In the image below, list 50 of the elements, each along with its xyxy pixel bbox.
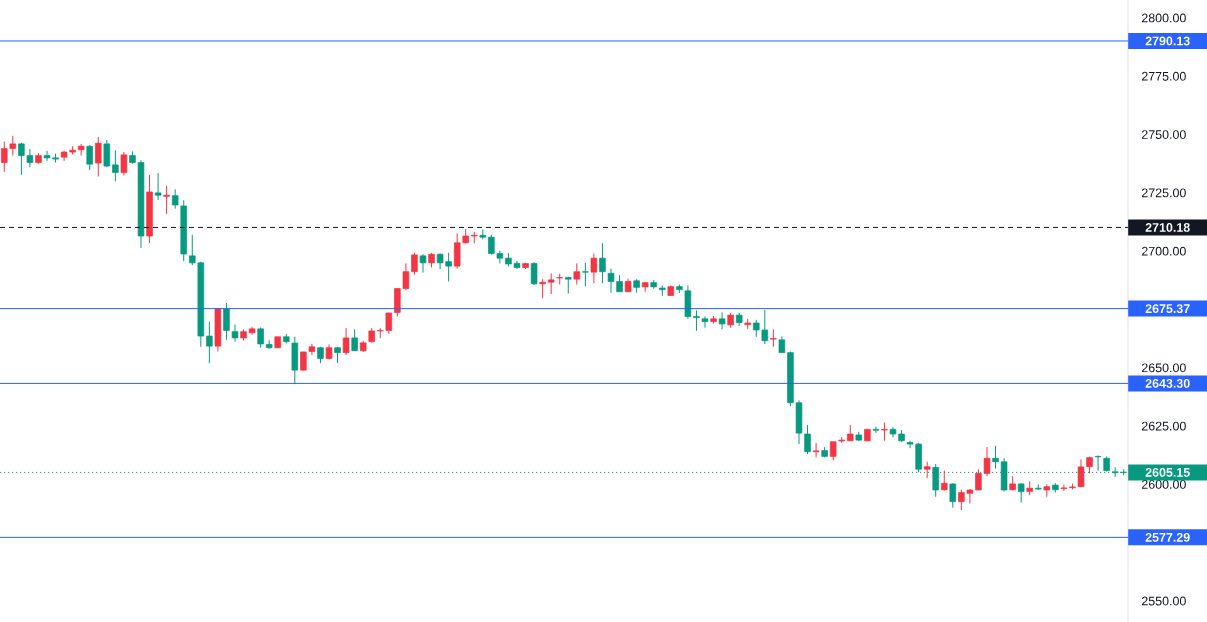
y-tick-label: 2800.00 [1141, 13, 1186, 23]
y-tick-label: 2700.00 [1141, 246, 1186, 256]
ref-line-label: 2577.29 [1145, 532, 1190, 542]
candlestick [231, 323, 239, 343]
ref-line-label: 2710.18 [1145, 223, 1190, 232]
candlestick [1060, 484, 1068, 492]
candlestick [351, 328, 358, 352]
candlestick [154, 172, 162, 201]
y-tick-label: 2725.00 [1141, 188, 1186, 198]
candlestick [693, 309, 700, 332]
ref-line-label: 2643.30 [1145, 379, 1190, 388]
ref-line-label: 2790.13 [1145, 36, 1190, 46]
candlestick [547, 272, 555, 295]
candlestick [206, 321, 213, 364]
candlestick [163, 185, 170, 215]
candlestick [530, 261, 538, 286]
y-tick-label: 2750.00 [1141, 130, 1186, 139]
candlestick [872, 426, 880, 434]
y-tick-label: 2650.00 [1141, 363, 1186, 373]
candlestick [812, 442, 820, 458]
candlestick [539, 278, 546, 299]
ref-line-label: 2675.37 [1145, 304, 1190, 314]
candlestick [419, 253, 427, 274]
candlestick [95, 136, 102, 178]
candlestick [411, 252, 418, 276]
candlestick [112, 149, 119, 182]
candlestick [599, 242, 606, 284]
candlestick [718, 312, 726, 330]
candlestick [223, 302, 230, 341]
candlestick [590, 253, 598, 284]
y-tick-label: 2625.00 [1141, 421, 1186, 431]
candlestick [86, 144, 93, 171]
candlestick [582, 262, 589, 287]
candlestick [770, 328, 777, 348]
candlestick [120, 151, 128, 176]
candlestick [1094, 454, 1102, 472]
candlestick [992, 445, 999, 470]
candlestick [573, 262, 581, 286]
candlestick [342, 327, 350, 356]
y-tick-label: 2775.00 [1141, 71, 1186, 81]
ref-line-label: 2605.15 [1145, 467, 1190, 477]
y-tick-label: 2600.00 [1141, 480, 1186, 489]
candlestick [949, 482, 957, 509]
candlestick [881, 422, 888, 442]
candlestick [701, 315, 709, 329]
candlestick [941, 470, 948, 492]
candlestick [103, 139, 111, 168]
candlestick [257, 326, 264, 349]
y-tick-label: 2550.00 [1141, 596, 1186, 606]
candlestick [1017, 482, 1025, 504]
